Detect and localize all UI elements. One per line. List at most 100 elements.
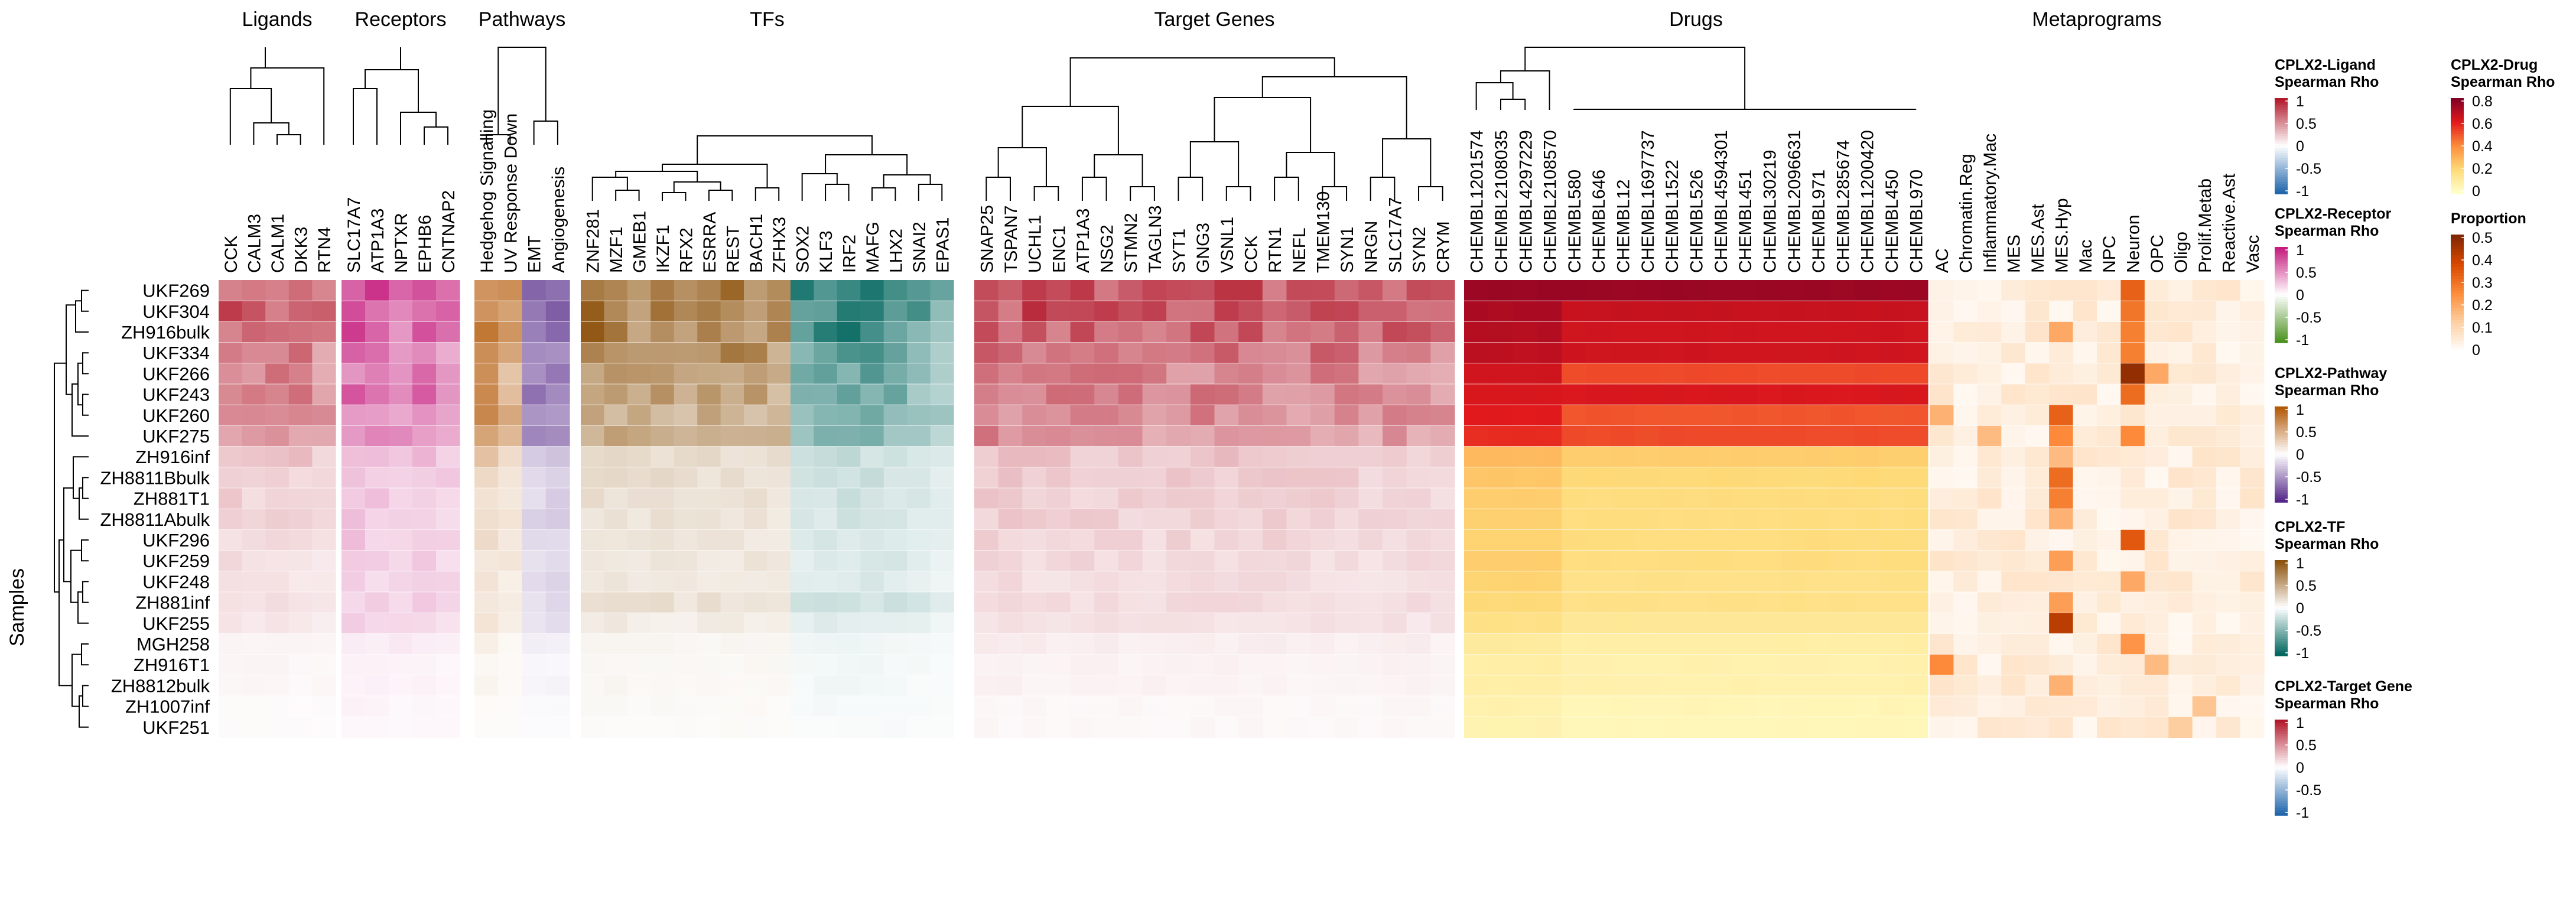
heatmap-cell [2001, 280, 2026, 301]
heatmap-cell [265, 550, 290, 572]
legend-swatch [2451, 124, 2464, 128]
legend-swatch [2275, 129, 2288, 132]
heatmap-cell [1358, 633, 1383, 655]
legend-swatch [2451, 146, 2464, 149]
heatmap-cell [581, 571, 605, 593]
heatmap-cell [744, 425, 768, 447]
heatmap-cell [998, 405, 1023, 426]
heatmap-cell [2073, 405, 2097, 426]
heatmap-cell [604, 529, 628, 551]
heatmap-cell [1659, 425, 1684, 447]
heatmap-cell [1562, 696, 1587, 717]
legend-swatch [2275, 598, 2288, 601]
heatmap-cell [767, 592, 791, 613]
heatmap-cell [1334, 633, 1359, 655]
heatmap-cell [2097, 613, 2122, 634]
heatmap-cell [1190, 592, 1215, 613]
heatmap-cell [1513, 654, 1538, 676]
column-label: EMT [525, 236, 545, 273]
heatmap-cell [498, 321, 523, 343]
heatmap-cell [2216, 509, 2241, 530]
heatmap-cell [1488, 592, 1514, 613]
heatmap-cell [389, 675, 413, 697]
legend-swatch [2275, 593, 2288, 597]
legend-swatch [2451, 186, 2464, 190]
heatmap-cell [522, 675, 547, 697]
heatmap-cell [1610, 592, 1635, 613]
heatmap-cell [389, 467, 413, 489]
heatmap-cell [312, 529, 336, 551]
heatmap-cell [1046, 592, 1071, 613]
heatmap-cell [1166, 550, 1191, 572]
heatmap-cell [2168, 405, 2193, 426]
legend-swatch [2275, 271, 2288, 274]
heatmap-cell [219, 633, 243, 655]
heatmap-cell [814, 342, 838, 364]
heatmap-cell [1070, 384, 1095, 405]
heatmap-cell [790, 550, 814, 572]
legend-swatch [2275, 423, 2288, 427]
heatmap-cell [498, 363, 523, 385]
heatmap-cell [365, 425, 389, 447]
heatmap-cell [2144, 384, 2169, 405]
heatmap-cell [1513, 509, 1538, 530]
heatmap-cell [1262, 571, 1287, 593]
heatmap-cell [2192, 717, 2217, 738]
heatmap-cell [814, 654, 838, 676]
heatmap-cell [650, 654, 675, 676]
heatmap-cell [1238, 384, 1263, 405]
heatmap-cell [1781, 425, 1807, 447]
heatmap-cell [1708, 342, 1733, 364]
heatmap-cell [790, 613, 814, 634]
heatmap-cell [1022, 301, 1047, 322]
heatmap-cell [720, 321, 744, 343]
heatmap-cell [412, 446, 437, 468]
heatmap-cell [365, 488, 389, 509]
heatmap-cell [1732, 384, 1758, 405]
column-label: CHEMBL2108570 [1541, 130, 1560, 273]
legend-swatch [2275, 490, 2288, 493]
heatmap-cell [2097, 509, 2122, 530]
legend-swatch [2451, 179, 2464, 183]
heatmap-cell [907, 405, 931, 426]
heatmap-cell [498, 280, 523, 301]
heatmap-cell [930, 405, 954, 426]
heatmap-cell [1406, 529, 1431, 551]
heatmap-cell [1659, 717, 1684, 738]
heatmap-cell [412, 550, 437, 572]
heatmap-cell [498, 342, 523, 364]
dendrogram-branch [533, 121, 558, 145]
heatmap-cell [242, 488, 266, 509]
row-label: UKF275 [142, 426, 210, 447]
heatmap-cell [341, 696, 366, 717]
legend-swatch [2275, 425, 2288, 429]
heatmap-cell [1238, 613, 1263, 634]
legend-swatch [2275, 805, 2288, 809]
legend-swatch [2275, 117, 2288, 121]
heatmap-cell [1070, 717, 1095, 738]
heatmap-cell [1513, 321, 1538, 343]
heatmap-cell [1537, 488, 1562, 509]
heatmap-cell [1732, 467, 1758, 489]
legend-swatch [2451, 138, 2464, 142]
heatmap-cell [1358, 425, 1383, 447]
heatmap-cell [930, 529, 954, 551]
heatmap-cell [883, 613, 908, 634]
heatmap-cell [1757, 654, 1782, 676]
heatmap-cell [545, 342, 570, 364]
heatmap-cell [1430, 342, 1455, 364]
heatmap-cell [522, 425, 547, 447]
heatmap-cell [767, 717, 791, 738]
heatmap-cell [1708, 509, 1733, 530]
legend-tick-label: 0 [2296, 287, 2304, 304]
legend-swatch [2275, 174, 2288, 178]
heatmap-cell [1094, 550, 1119, 572]
heatmap-cell [412, 571, 437, 593]
heatmap-cell [2240, 488, 2265, 509]
heatmap-cell [1358, 509, 1383, 530]
heatmap-cell [1262, 342, 1287, 364]
heatmap-cell [1806, 446, 1831, 468]
heatmap-cell [1635, 717, 1660, 738]
heatmap-cell [1488, 550, 1514, 572]
heatmap-cell [365, 363, 389, 385]
